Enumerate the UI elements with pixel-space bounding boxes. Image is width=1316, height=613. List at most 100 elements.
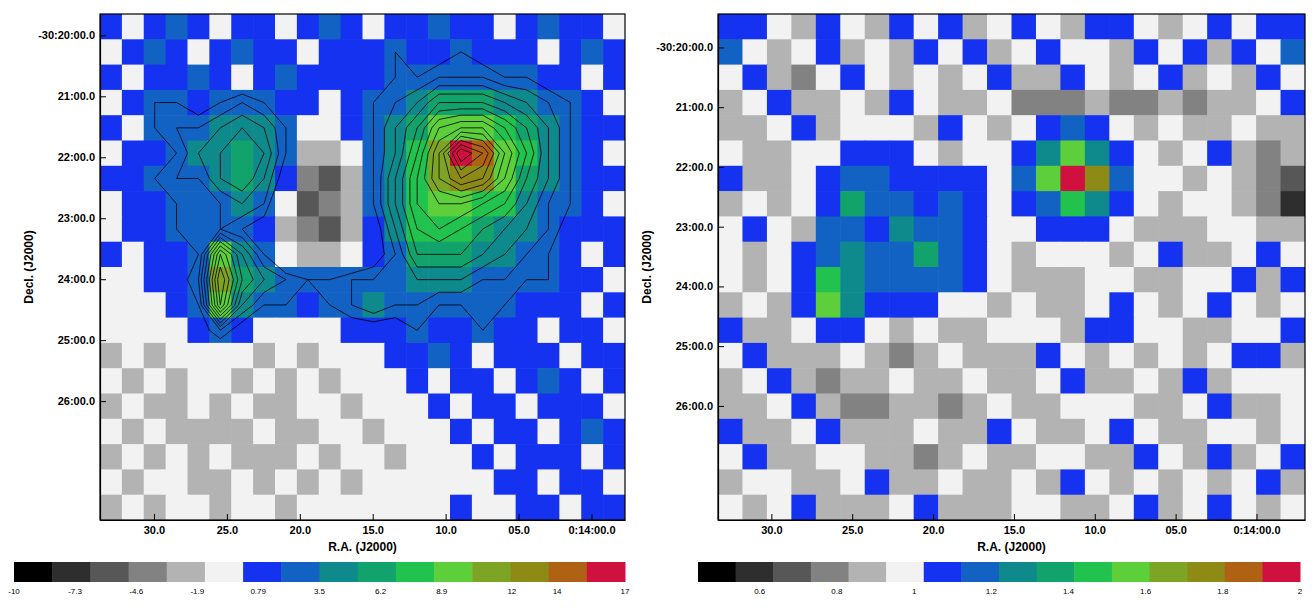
heat-cell <box>494 242 516 268</box>
heat-cell <box>1060 90 1085 116</box>
heat-cell <box>938 14 963 40</box>
heat-cell <box>1060 216 1085 242</box>
heat-cell <box>384 343 406 369</box>
heat-cell <box>516 495 538 520</box>
y-axis-title: Decl. (J2000) <box>640 230 654 303</box>
heat-cell <box>1256 419 1281 445</box>
heat-cell <box>938 267 963 293</box>
heat-cell <box>188 368 210 394</box>
heat-cell <box>1109 216 1134 242</box>
contour <box>443 136 493 184</box>
heat-cell <box>100 318 122 344</box>
heat-cell <box>516 292 538 318</box>
heat-cell <box>428 394 450 420</box>
heat-cell <box>188 191 210 217</box>
heat-cell <box>122 216 144 242</box>
heat-cell <box>363 469 385 495</box>
heat-cell <box>1036 419 1061 445</box>
heat-cell <box>1158 267 1183 293</box>
heat-cell <box>1256 90 1281 116</box>
heat-cell <box>1036 115 1061 141</box>
tick-label: 21:00.0 <box>58 90 95 102</box>
heat-cell <box>963 419 988 445</box>
heat-cell <box>1060 141 1085 167</box>
heat-cell <box>516 343 538 369</box>
heat-cell <box>1281 394 1305 420</box>
heat-cell <box>791 394 816 420</box>
heat-cell <box>865 39 890 65</box>
heat-cell <box>742 141 767 167</box>
heat-cell <box>1281 39 1305 65</box>
heat-cell <box>1085 216 1110 242</box>
heat-cell <box>1085 14 1110 40</box>
heat-cell <box>1134 267 1159 293</box>
heat-cell <box>840 115 865 141</box>
heat-cell <box>1036 469 1061 495</box>
y-tick: 23:00.0 <box>676 221 724 233</box>
heat-cell <box>188 90 210 116</box>
colorbar-tick-label: 3.5 <box>314 587 326 596</box>
heat-cell <box>559 368 581 394</box>
heat-cell <box>100 65 122 91</box>
heat-cell <box>384 318 406 344</box>
heat-cell <box>1134 141 1159 167</box>
heat-cell <box>889 394 914 420</box>
tick-mark <box>771 514 772 520</box>
heat-cell <box>297 495 319 520</box>
heat-cell <box>319 166 341 192</box>
heat-cell <box>889 368 914 394</box>
heat-cell <box>938 90 963 116</box>
heat-cell <box>1281 242 1305 268</box>
heat-cell <box>1207 90 1232 116</box>
heat-cell <box>938 469 963 495</box>
heat-cell <box>1207 318 1232 344</box>
heat-cell <box>1012 267 1037 293</box>
heat-cell <box>816 419 841 445</box>
heat-cell <box>840 191 865 217</box>
heat-cell <box>188 469 210 495</box>
heat-cell <box>428 444 450 470</box>
heat-cell <box>144 191 166 217</box>
heat-cell <box>1012 191 1037 217</box>
heat-cell <box>559 419 581 445</box>
heat-cell <box>341 115 363 141</box>
heat-cell <box>341 14 363 40</box>
heat-cell <box>559 242 581 268</box>
heat-cell <box>231 166 253 192</box>
heat-cell <box>914 394 939 420</box>
heat-cell <box>1281 267 1305 293</box>
heat-cell <box>742 318 767 344</box>
heat-cell <box>718 90 743 116</box>
heat-cell <box>406 14 428 40</box>
x-tick: 05.0 <box>1165 514 1186 536</box>
heat-cell <box>472 368 494 394</box>
heat-cell <box>1158 141 1183 167</box>
heat-cell <box>341 343 363 369</box>
colorbar-swatch <box>434 562 473 582</box>
heat-cell <box>1207 394 1232 420</box>
heat-cell <box>1232 469 1257 495</box>
heat-cell <box>581 267 603 293</box>
heat-cell <box>1256 14 1281 40</box>
heat-cell <box>472 292 494 318</box>
heat-cell <box>889 495 914 520</box>
heat-cell <box>889 39 914 65</box>
heat-cell <box>840 267 865 293</box>
y-tick: 25:00.0 <box>676 340 724 352</box>
heat-cell <box>275 469 297 495</box>
heat-cell <box>581 90 603 116</box>
heat-cell <box>384 419 406 445</box>
heat-cell <box>865 216 890 242</box>
heat-cell <box>1134 166 1159 192</box>
heat-cell <box>603 115 625 141</box>
heat-cell <box>100 166 122 192</box>
heat-cell <box>363 368 385 394</box>
heat-cell <box>1183 39 1208 65</box>
heat-cell <box>209 343 231 369</box>
heat-cell <box>889 242 914 268</box>
heat-cell <box>1036 141 1061 167</box>
heat-cell <box>1036 444 1061 470</box>
heat-cell <box>840 343 865 369</box>
heat-cell <box>144 394 166 420</box>
heat-cell <box>384 495 406 520</box>
